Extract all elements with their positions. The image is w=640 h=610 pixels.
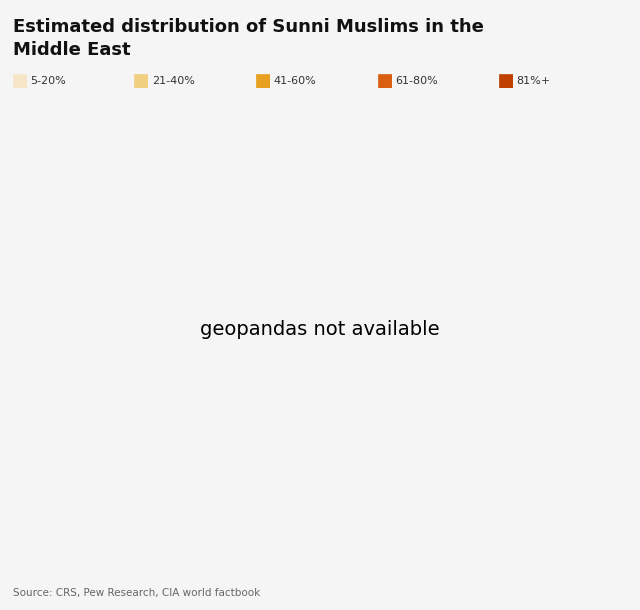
Text: 5-20%: 5-20% (30, 76, 66, 87)
Text: Source: CRS, Pew Research, CIA world factbook: Source: CRS, Pew Research, CIA world fac… (13, 588, 260, 598)
Text: 41-60%: 41-60% (273, 76, 316, 87)
Text: geopandas not available: geopandas not available (200, 320, 440, 339)
Text: 21-40%: 21-40% (152, 76, 195, 87)
Text: Estimated distribution of Sunni Muslims in the
Middle East: Estimated distribution of Sunni Muslims … (13, 18, 484, 59)
Text: 81%+: 81%+ (516, 76, 550, 87)
Text: 61-80%: 61-80% (395, 76, 438, 87)
